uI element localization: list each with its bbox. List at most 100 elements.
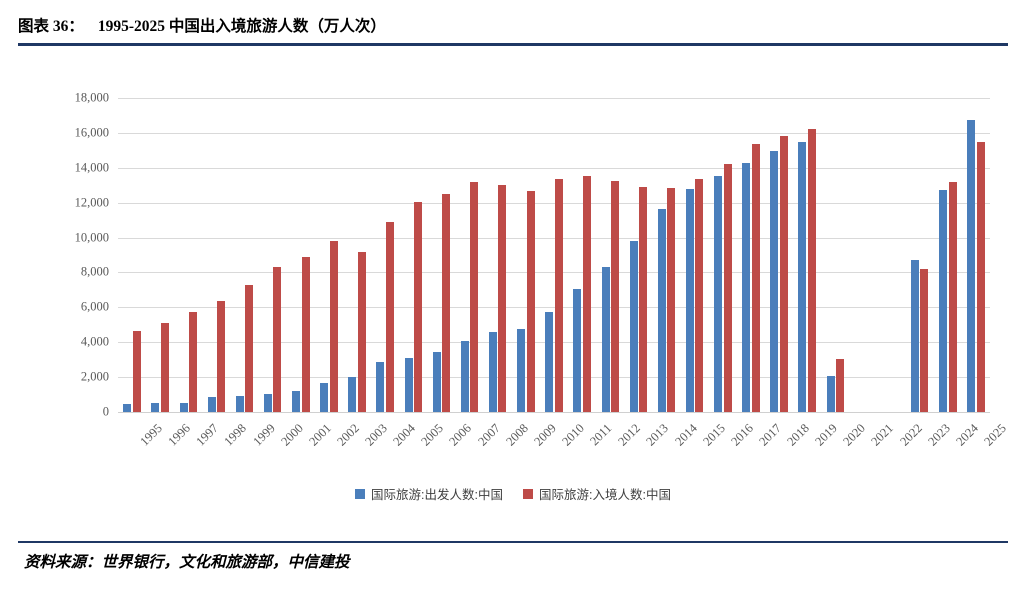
x-axis-tick-label: 1995 [137,421,165,449]
bar-inbound-2020[interactable] [836,358,845,412]
title-divider [18,43,1008,46]
bar-outbound-2000[interactable] [263,393,272,412]
bar-outbound-1997[interactable] [179,402,188,412]
bar-group [202,98,230,412]
plot-area: 0 2,000 4,000 6,000 8,000 10,000 12,000 14,000 1… [75,91,1009,449]
bar-inbound-2025[interactable] [976,142,985,412]
bar-outbound-2019[interactable] [798,142,807,412]
bar-outbound-2010[interactable] [545,311,554,412]
bar-inbound-2003[interactable] [357,252,366,412]
bar-group [849,98,877,412]
x-axis-tick-label: 2017 [756,421,784,449]
bar-inbound-2019[interactable] [807,128,816,412]
bar-outbound-2008[interactable] [488,332,497,412]
bar-inbound-2012[interactable] [611,181,619,412]
chart-legend: 国际旅游:出发人数:中国 国际旅游:入境人数:中国 [18,484,1008,503]
bar-inbound-2013[interactable] [639,186,648,412]
bar-inbound-2017[interactable] [751,144,760,412]
bar-inbound-2008[interactable] [498,185,507,412]
bar-outbound-1998[interactable] [207,397,216,412]
bar-inbound-2024[interactable] [948,181,957,412]
bar-outbound-2009[interactable] [517,328,526,412]
bar-group [456,98,484,412]
bar-inbound-2016[interactable] [723,164,732,412]
gridline [118,377,990,379]
x-axis-tick-label: 2002 [334,421,362,449]
bar-outbound-2024[interactable] [939,190,948,412]
bar-outbound-2005[interactable] [404,357,413,412]
gridline [118,167,990,169]
bar-inbound-2006[interactable] [442,194,451,412]
bar-group [934,98,962,412]
bar-inbound-2005[interactable] [414,202,423,412]
bar-outbound-1995[interactable] [123,404,132,412]
gridline [118,98,990,99]
gridline [118,132,990,134]
bar-outbound-2012[interactable] [601,266,610,412]
bar-inbound-2007[interactable] [470,181,479,412]
bar-inbound-1995[interactable] [132,331,141,412]
x-axis-tick-label: 2016 [728,421,756,449]
bar-outbound-2003[interactable] [348,376,357,412]
bar-outbound-2013[interactable] [629,240,638,412]
bar-group [681,98,709,412]
bar-group [231,98,259,412]
bar-outbound-2007[interactable] [460,340,469,412]
bar-outbound-2001[interactable] [292,390,301,412]
bar-inbound-2018[interactable] [779,136,788,412]
bar-outbound-2011[interactable] [573,289,582,412]
bar-group [596,98,624,412]
bar-outbound-2020[interactable] [826,376,835,412]
bar-inbound-2000[interactable] [273,266,282,412]
bar-inbound-2002[interactable] [329,241,338,412]
x-axis-tick-label: 2005 [418,421,447,449]
bar-series-group [118,98,990,412]
bar-inbound-2023[interactable] [920,268,929,412]
bar-inbound-2004[interactable] [385,221,394,412]
bar-inbound-1996[interactable] [160,322,169,412]
y-axis-tick-label: 8,000 [80,264,109,279]
bar-group [765,98,793,412]
y-axis-tick-label: 4,000 [80,334,109,349]
bar-outbound-1996[interactable] [151,403,160,412]
bar-outbound-2006[interactable] [432,351,441,412]
bar-group [484,98,512,412]
bar-outbound-2023[interactable] [910,260,919,412]
bar-outbound-2018[interactable] [770,150,779,412]
bar-outbound-2025[interactable] [967,119,976,412]
x-axis-tick-label: 2008 [503,421,531,449]
y-axis-tick-label: 10,000 [74,230,109,245]
bar-group [821,98,849,412]
bar-outbound-2002[interactable] [320,383,329,412]
bar-outbound-2015[interactable] [685,188,694,412]
bar-inbound-2009[interactable] [526,191,535,412]
bar-group [568,98,596,412]
x-axis-tick-label: 1997 [193,421,222,449]
bar-inbound-2011[interactable] [582,175,591,412]
bar-outbound-2017[interactable] [742,163,751,412]
bar-outbound-1999[interactable] [235,395,244,412]
bar-inbound-2015[interactable] [695,178,704,412]
bar-outbound-2016[interactable] [714,176,723,412]
bar-inbound-1999[interactable] [245,285,254,412]
gridline [118,272,990,274]
bar-inbound-2001[interactable] [301,256,310,412]
gridline [118,237,990,239]
bar-group [174,98,202,412]
bar-group [652,98,680,412]
x-axis-tick-label: 2019 [812,421,841,449]
x-axis-tick-label: 1999 [249,421,278,449]
bar-inbound-1998[interactable] [217,301,226,412]
bar-inbound-2010[interactable] [554,178,563,412]
legend-label-outbound: 国际旅游:出发人数:中国 [371,488,503,502]
bar-group [371,98,399,412]
bar-group [737,98,765,412]
bar-inbound-2014[interactable] [667,187,676,412]
bar-outbound-2014[interactable] [657,208,666,412]
legend-item-inbound[interactable]: 国际旅游:入境人数:中国 [523,484,671,503]
legend-item-outbound[interactable]: 国际旅游:出发人数:中国 [355,484,503,503]
y-axis-tick-label: 18,000 [74,90,109,105]
bar-outbound-2004[interactable] [376,361,385,412]
x-axis-tick-label: 2006 [446,421,475,449]
bar-inbound-1997[interactable] [189,311,198,412]
